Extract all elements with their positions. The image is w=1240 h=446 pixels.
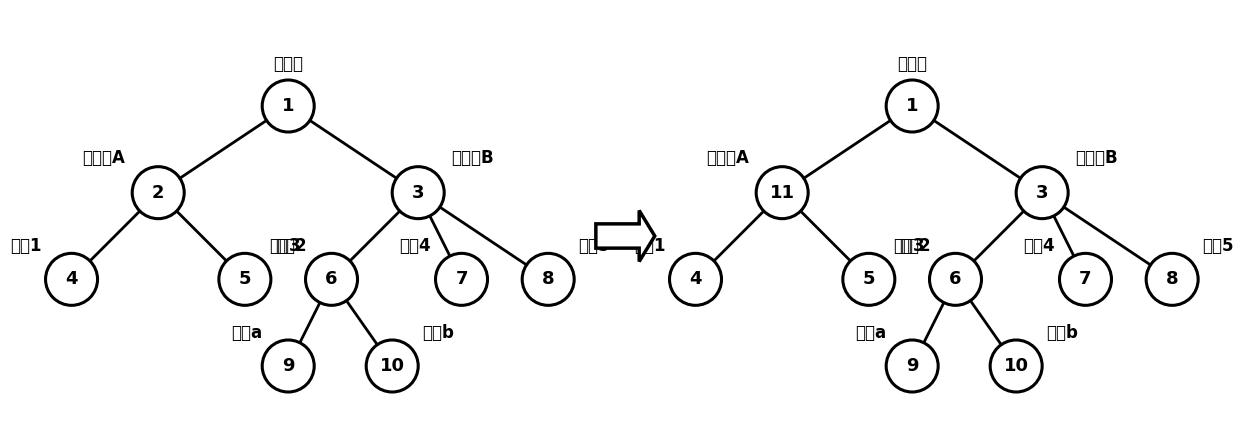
Text: 部门4: 部门4 <box>399 237 432 255</box>
Text: 部门2: 部门2 <box>275 237 306 255</box>
Text: 1: 1 <box>281 97 294 115</box>
Circle shape <box>366 340 418 392</box>
Circle shape <box>435 253 487 306</box>
Text: 总公司: 总公司 <box>273 55 304 73</box>
Text: 5: 5 <box>863 270 875 288</box>
Circle shape <box>1059 253 1111 306</box>
Text: 部门1: 部门1 <box>10 237 41 255</box>
Circle shape <box>46 253 98 306</box>
Circle shape <box>991 340 1042 392</box>
Text: 4: 4 <box>66 270 78 288</box>
Text: 8: 8 <box>542 270 554 288</box>
Text: 10: 10 <box>379 357 404 375</box>
Text: 部门4: 部门4 <box>1023 237 1055 255</box>
Text: 部门2: 部门2 <box>899 237 931 255</box>
Circle shape <box>305 253 357 306</box>
Text: 9: 9 <box>906 357 919 375</box>
Text: 11: 11 <box>770 184 795 202</box>
Circle shape <box>262 340 314 392</box>
Text: 部门5: 部门5 <box>579 237 610 255</box>
Text: 部门3: 部门3 <box>894 237 925 255</box>
Text: 部门5: 部门5 <box>1203 237 1234 255</box>
Circle shape <box>522 253 574 306</box>
Circle shape <box>670 253 722 306</box>
Text: 子公司A: 子公司A <box>707 149 749 167</box>
Circle shape <box>392 167 444 219</box>
Circle shape <box>1146 253 1198 306</box>
Polygon shape <box>596 211 655 261</box>
Text: 子公司B: 子公司B <box>1075 149 1117 167</box>
Text: 子公司B: 子公司B <box>451 149 494 167</box>
Circle shape <box>133 167 185 219</box>
Text: 部门1: 部门1 <box>634 237 665 255</box>
Text: 总公司: 总公司 <box>898 55 928 73</box>
Text: 8: 8 <box>1166 270 1178 288</box>
Text: 6: 6 <box>950 270 962 288</box>
Text: 部门3: 部门3 <box>269 237 301 255</box>
Circle shape <box>887 340 939 392</box>
Text: 3: 3 <box>412 184 424 202</box>
Text: 子公司A: 子公司A <box>82 149 125 167</box>
Text: 7: 7 <box>455 270 467 288</box>
Text: 5: 5 <box>238 270 252 288</box>
Text: 6: 6 <box>325 270 337 288</box>
Text: 小组b: 小组b <box>423 324 454 342</box>
Text: 7: 7 <box>1079 270 1091 288</box>
Text: 3: 3 <box>1035 184 1048 202</box>
Circle shape <box>219 253 270 306</box>
Text: 小组b: 小组b <box>1047 324 1079 342</box>
Circle shape <box>756 167 808 219</box>
Text: 小组a: 小组a <box>231 324 262 342</box>
Circle shape <box>887 80 939 132</box>
Text: 4: 4 <box>689 270 702 288</box>
Circle shape <box>1016 167 1068 219</box>
Circle shape <box>843 253 895 306</box>
Text: 2: 2 <box>153 184 165 202</box>
Text: 小组a: 小组a <box>856 324 887 342</box>
Text: 10: 10 <box>1003 357 1029 375</box>
Circle shape <box>262 80 314 132</box>
Text: 1: 1 <box>906 97 919 115</box>
Circle shape <box>930 253 982 306</box>
Text: 9: 9 <box>281 357 294 375</box>
